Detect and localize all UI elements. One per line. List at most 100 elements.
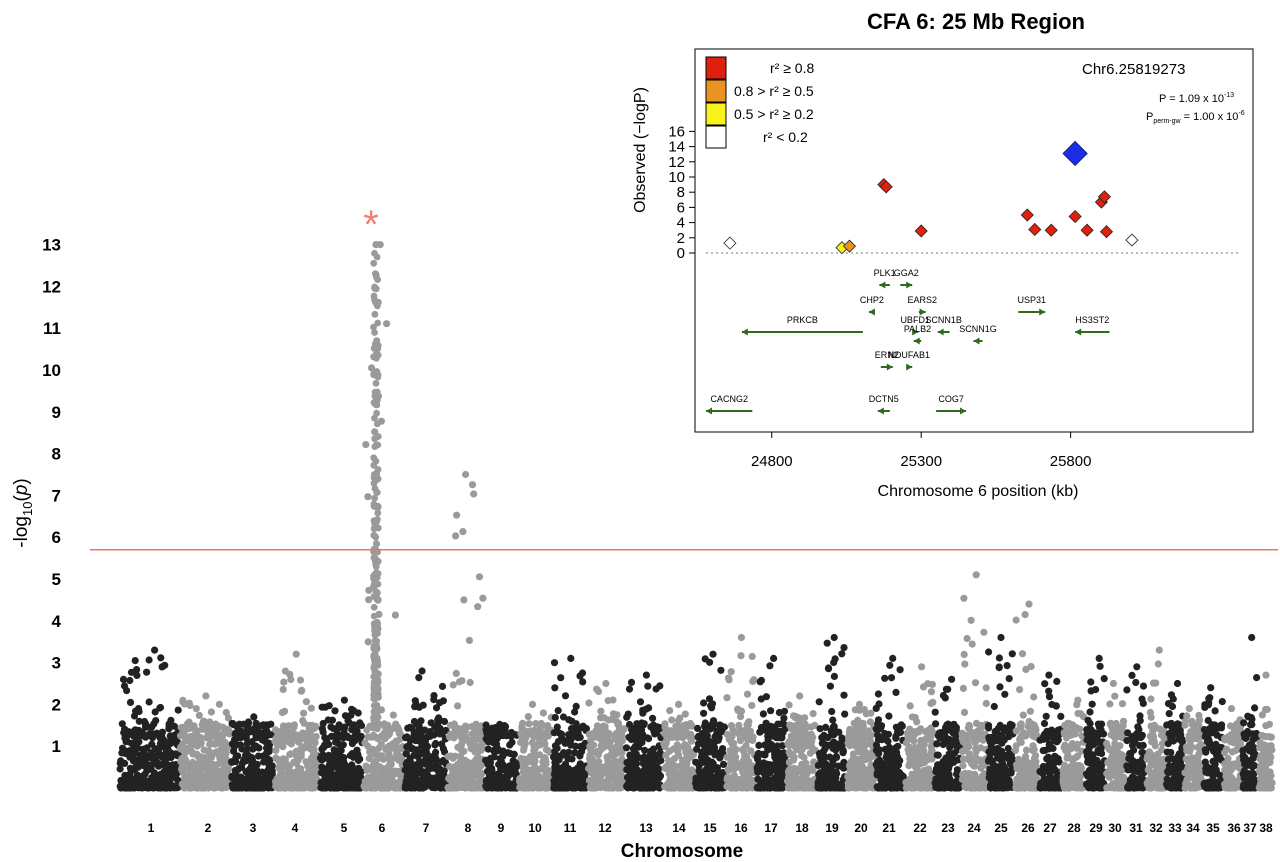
chromosome-peak-point	[830, 633, 838, 642]
snp-point	[134, 705, 143, 713]
snp-point	[644, 682, 652, 690]
snp-point	[154, 759, 162, 767]
snp-point	[715, 734, 723, 742]
snp-point	[908, 727, 916, 735]
snp-point	[252, 719, 260, 727]
snp-point	[147, 729, 156, 738]
snp-point	[565, 716, 573, 724]
snp-point	[181, 773, 189, 781]
snp-point	[189, 783, 197, 791]
snp-point	[319, 728, 327, 736]
snp-point	[154, 752, 162, 760]
snp-point	[674, 716, 683, 725]
snp-point	[303, 781, 312, 789]
snp-point	[518, 722, 526, 731]
chromosome-peak-point	[462, 470, 470, 479]
chromosome-peak-point	[202, 692, 210, 700]
snp-point	[896, 666, 904, 674]
snp-point	[119, 675, 128, 684]
snp-point	[819, 752, 827, 760]
snp-point	[328, 716, 336, 724]
chromosome-18-points	[783, 692, 820, 792]
snp-point	[806, 749, 815, 757]
snp-point	[451, 777, 459, 785]
chromosome-10-points	[516, 700, 556, 792]
snp-point	[334, 773, 342, 781]
snp-point	[615, 736, 623, 745]
snp-point	[156, 734, 164, 742]
snp-point	[873, 758, 882, 766]
snp-point	[518, 783, 527, 791]
chromosome-9-points	[482, 720, 521, 792]
snp-point	[126, 764, 134, 772]
snp-point	[198, 725, 206, 733]
snp-point	[263, 727, 271, 735]
snp-point	[854, 716, 862, 725]
snp-point	[275, 731, 283, 739]
snp-point	[618, 755, 626, 763]
snp-point	[383, 777, 391, 785]
snp-point	[448, 784, 456, 792]
snp-point	[606, 743, 614, 751]
snp-point	[944, 685, 952, 693]
snp-point	[786, 776, 794, 784]
snp-point	[614, 774, 622, 782]
snp-point	[501, 749, 509, 757]
snp-point	[197, 740, 205, 748]
snp-point	[460, 763, 468, 771]
snp-point	[241, 733, 249, 741]
snp-point	[603, 753, 611, 761]
snp-point	[627, 760, 635, 769]
snp-point	[822, 760, 830, 768]
snp-point	[462, 733, 470, 741]
snp-point	[340, 754, 348, 762]
snp-point	[403, 733, 411, 741]
snp-point	[380, 722, 388, 730]
snp-point	[261, 757, 269, 765]
snp-point	[861, 741, 869, 749]
snp-point	[788, 741, 797, 749]
snp-point	[866, 769, 874, 778]
snp-point	[143, 668, 151, 676]
snp-point	[169, 761, 177, 769]
snp-point	[262, 776, 271, 784]
snp-point	[438, 682, 447, 691]
snp-point	[839, 747, 848, 756]
snp-point	[452, 669, 460, 678]
snp-point	[639, 760, 648, 768]
snp-point	[280, 678, 288, 686]
snp-point	[436, 729, 444, 738]
snp-point	[323, 773, 331, 782]
snp-point	[450, 763, 458, 771]
snp-point	[732, 758, 740, 766]
chromosome-peak-point	[340, 696, 348, 704]
chromosome-peak-point	[948, 675, 956, 683]
snp-point	[933, 751, 941, 759]
snp-point	[840, 644, 848, 652]
snp-point	[160, 780, 168, 788]
snp-point	[874, 766, 882, 774]
chromosome-peak-point	[855, 700, 864, 709]
snp-point	[671, 733, 680, 741]
snp-point	[948, 753, 956, 761]
snp-point	[829, 716, 837, 724]
snp-point	[158, 663, 166, 671]
snp-point	[518, 728, 526, 737]
snp-point	[248, 753, 256, 762]
snp-point	[497, 757, 505, 765]
snp-point	[172, 750, 180, 758]
snp-point	[474, 603, 482, 611]
snp-point	[123, 737, 131, 745]
snp-point	[346, 775, 355, 783]
snp-point	[924, 680, 932, 688]
snp-point	[174, 706, 182, 714]
snp-point	[700, 709, 708, 717]
snp-point	[817, 776, 825, 784]
snp-point	[297, 775, 305, 783]
snp-point	[628, 730, 637, 738]
snp-point	[539, 709, 548, 717]
chromosome-7-points	[401, 667, 450, 792]
snp-point	[838, 783, 846, 791]
snp-point	[798, 726, 806, 734]
snp-point	[410, 751, 418, 759]
